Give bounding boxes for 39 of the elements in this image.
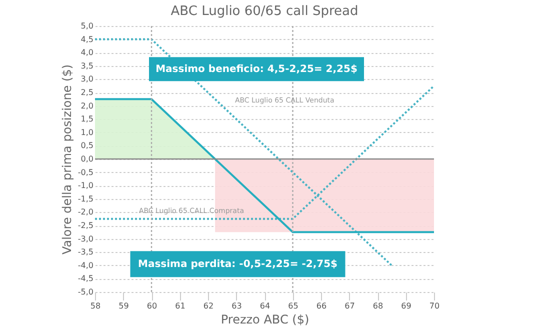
x-tick-label: 64 <box>260 302 270 310</box>
x-tick-label: 66 <box>316 302 327 310</box>
y-tick-label: 1,0 <box>80 128 94 137</box>
y-tick-label: 2,5 <box>80 88 94 97</box>
x-tick-label: 70 <box>429 302 440 310</box>
y-tick-label: 0,0 <box>80 154 94 164</box>
y-tick-label: 3,0 <box>80 74 94 84</box>
x-tick-label: 68 <box>372 302 384 310</box>
y-tick-label: -5,0 <box>78 288 94 296</box>
y-tick-label: 4,0 <box>80 48 94 58</box>
x-tick-label: 59 <box>118 302 129 310</box>
y-tick-label: -3,0 <box>78 234 94 244</box>
y-tick-label: -3,5 <box>78 248 94 257</box>
x-tick-label: 67 <box>344 302 355 310</box>
x-tick-label: 58 <box>90 302 101 310</box>
x-tick-label: 60 <box>146 302 158 310</box>
y-tick-label: -0,5 <box>78 168 94 177</box>
y-tick-label: -1,5 <box>78 194 94 204</box>
x-tick-label: 69 <box>401 302 412 310</box>
y-tick-label: -4,5 <box>78 274 94 284</box>
y-tick-label: -4,0 <box>78 260 94 270</box>
y-tick-label: 4,5 <box>80 34 94 44</box>
y-tick-label: 1,5 <box>80 114 94 124</box>
chart-title: ABC Luglio 60/65 call Spread <box>170 4 358 19</box>
y-tick-label: 5,0 <box>80 22 94 30</box>
y-tick-label: -1,0 <box>78 181 94 190</box>
y-tick-label: -2,0 <box>78 208 94 217</box>
x-tick-label: 61 <box>175 302 186 310</box>
y-tick-label: 0,5 <box>80 141 94 150</box>
x-tick-label: 62 <box>203 302 214 310</box>
y-tick-label: -2,5 <box>78 221 94 230</box>
annotation: Massima perdita: -0,5-2,25= -2,75$ <box>138 259 338 270</box>
annotation: Massimo beneficio: 4,5-2,25= 2,25$ <box>156 64 358 76</box>
y-tick-label: 2,0 <box>80 101 94 110</box>
x-tick-label: 65 <box>288 302 298 310</box>
y-tick-label: 3,5 <box>80 61 94 70</box>
x-tick-label: 63 <box>232 302 242 310</box>
y-axis-title: Valore della prima posizione ($) <box>60 64 74 255</box>
x-axis-title: Prezzo ABC ($) <box>220 312 310 326</box>
